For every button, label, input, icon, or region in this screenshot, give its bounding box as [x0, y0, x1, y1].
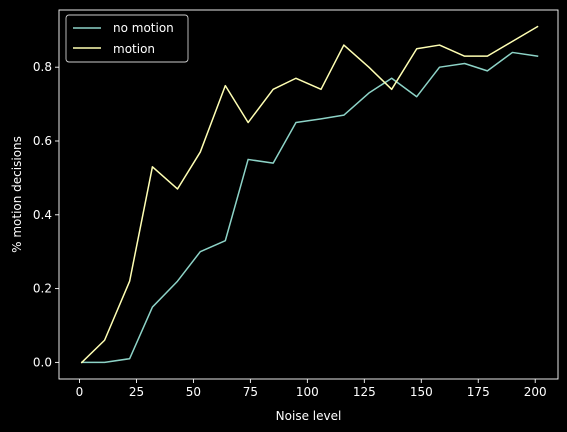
legend-label-no-motion: no motion — [113, 21, 174, 35]
y-tick-label: 0.6 — [33, 134, 52, 148]
x-tick-label: 0 — [76, 385, 84, 399]
legend-label-motion: motion — [113, 42, 155, 56]
x-axis: 0 25 50 75 100 125 150 175 200 — [76, 379, 547, 399]
y-tick-label: 0.8 — [33, 60, 52, 74]
legend-box — [65, 14, 189, 63]
x-axis-label: Noise level — [276, 409, 342, 423]
series-lines — [80, 25, 539, 364]
series-line-motion — [80, 25, 539, 364]
x-tick-label: 50 — [186, 385, 201, 399]
y-tick-label: 0.4 — [33, 208, 52, 222]
legend: no motion motion — [65, 14, 189, 63]
x-tick-label: 175 — [467, 385, 490, 399]
x-tick-label: 150 — [410, 385, 433, 399]
x-tick-label: 200 — [524, 385, 547, 399]
x-tick-label: 100 — [296, 385, 319, 399]
y-tick-label: 0.2 — [33, 282, 52, 296]
y-tick-label: 0.0 — [33, 355, 52, 369]
plot-frame — [58, 9, 559, 380]
x-tick-label: 75 — [243, 385, 258, 399]
x-tick-label: 25 — [129, 385, 144, 399]
y-axis-label: % motion decisions — [10, 136, 24, 253]
x-tick-label: 125 — [353, 385, 376, 399]
y-axis: 0.0 0.2 0.4 0.6 0.8 — [33, 60, 59, 369]
series-line-no-motion — [81, 51, 539, 364]
